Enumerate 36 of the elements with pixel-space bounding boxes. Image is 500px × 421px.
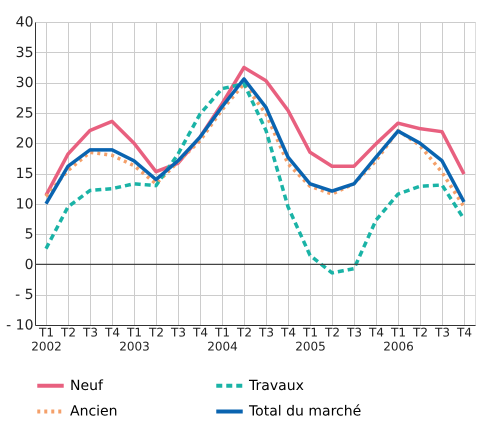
y-tick-label: 40 [16,14,34,30]
x-tick-label: T4 [192,326,208,340]
y-tick-label: 25 [16,105,34,122]
x-tick-label: T2 [324,326,340,340]
y-tick-label: - 10 [6,318,34,334]
x-tick-label: T1 2006 [383,326,414,354]
x-tick-label: T4 [104,326,120,340]
y-tick-label: 30 [16,75,34,92]
y-tick-label: 15 [16,166,34,182]
x-tick-label: T4 [456,326,472,340]
y-tick-label: - 5 [15,287,34,304]
legend-label: Total du marché [248,404,362,420]
legend-label: Ancien [70,404,118,420]
x-tick-label: T2 [412,326,428,340]
x-tick-label: T4 [368,326,384,340]
x-tick-label: T3 [434,326,450,340]
x-tick-label: T1 2003 [119,326,150,354]
y-tick-label: 10 [16,196,34,212]
x-tick-label: T3 [258,326,274,340]
legend-label: Travaux [248,378,304,394]
line-series [44,82,466,275]
x-tick-label: T1 2005 [295,326,326,354]
x-tick-label: T2 [148,326,164,340]
x-tick-label: T3 [346,326,362,340]
y-tick-label: 5 [24,226,34,243]
y-tick-label: 35 [16,44,34,61]
x-tick-label: T1 2004 [207,326,238,354]
y-tick-label: 20 [16,136,34,152]
x-tick-label: T2 [236,326,252,340]
y-tick-label: 0 [24,256,34,273]
legend-label: Neuf [70,378,104,394]
x-tick-label: T3 [170,326,186,340]
x-tick-label: T2 [60,326,76,340]
x-tick-label: T4 [280,326,296,340]
x-tick-label: T1 2002 [31,326,62,354]
x-tick-label: T3 [82,326,98,340]
